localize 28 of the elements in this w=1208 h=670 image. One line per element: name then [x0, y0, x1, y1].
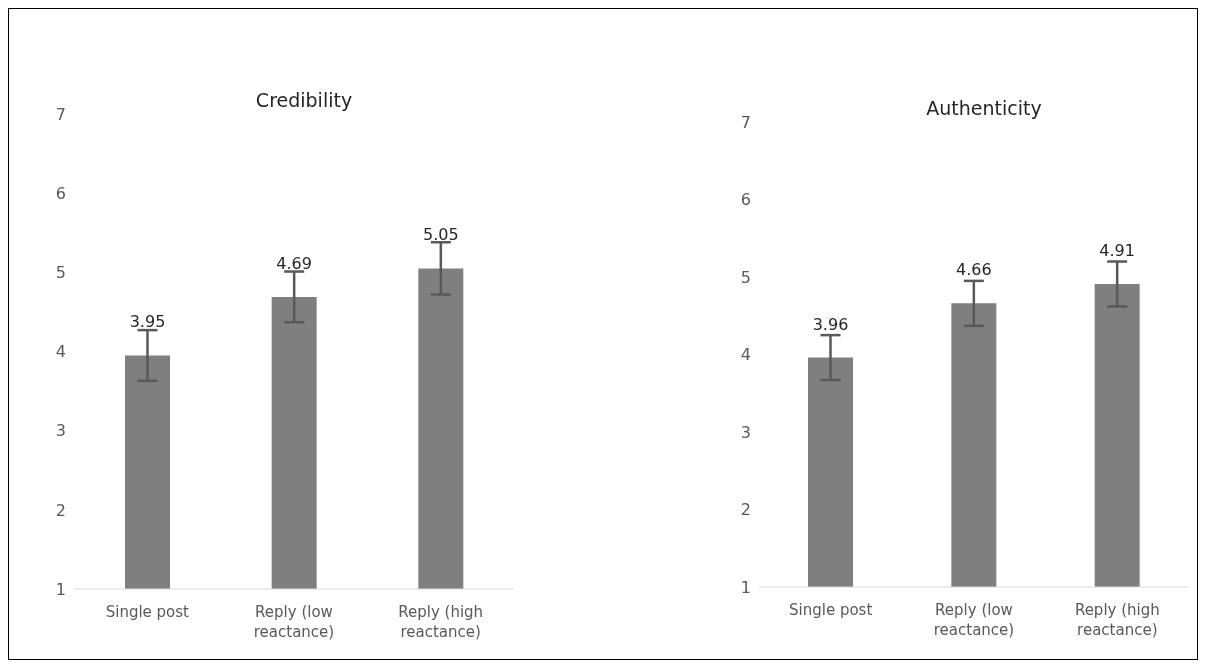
y-tick-label: 4 [55, 342, 66, 362]
x-tick-label: Reply (low reactance) [933, 601, 1015, 639]
x-tick-label: Reply (high reactance) [398, 603, 484, 641]
data-label: 4.69 [276, 253, 312, 273]
y-tick-label: 6 [55, 183, 66, 203]
x-tick-label: Single post [105, 603, 190, 621]
y-tick-label: 7 [55, 104, 66, 124]
data-label: 3.96 [812, 314, 849, 334]
y-tick-label: 3 [740, 422, 751, 442]
data-label: 5.05 [423, 225, 459, 245]
y-tick-label: 7 [740, 112, 751, 132]
chart-title: Authenticity [926, 97, 1042, 119]
chart-title: Credibility [255, 89, 353, 111]
x-tick-label: Single post [789, 601, 873, 619]
y-tick-label: 2 [55, 500, 66, 520]
data-label: 3.95 [129, 312, 166, 332]
y-tick-label: 5 [740, 267, 751, 287]
x-tick-label: Reply (low reactance) [253, 603, 335, 641]
y-tick-label: 2 [740, 500, 751, 520]
y-tick-label: 4 [740, 345, 751, 365]
x-tick-label: Reply (high reactance) [1074, 601, 1160, 639]
y-tick-label: 5 [55, 263, 66, 283]
y-tick-label: 1 [55, 579, 66, 599]
y-tick-label: 1 [740, 577, 751, 597]
data-label: 4.91 [1099, 240, 1135, 260]
data-label: 4.66 [956, 260, 992, 280]
y-tick-label: 6 [740, 190, 751, 210]
y-tick-label: 3 [55, 421, 66, 441]
